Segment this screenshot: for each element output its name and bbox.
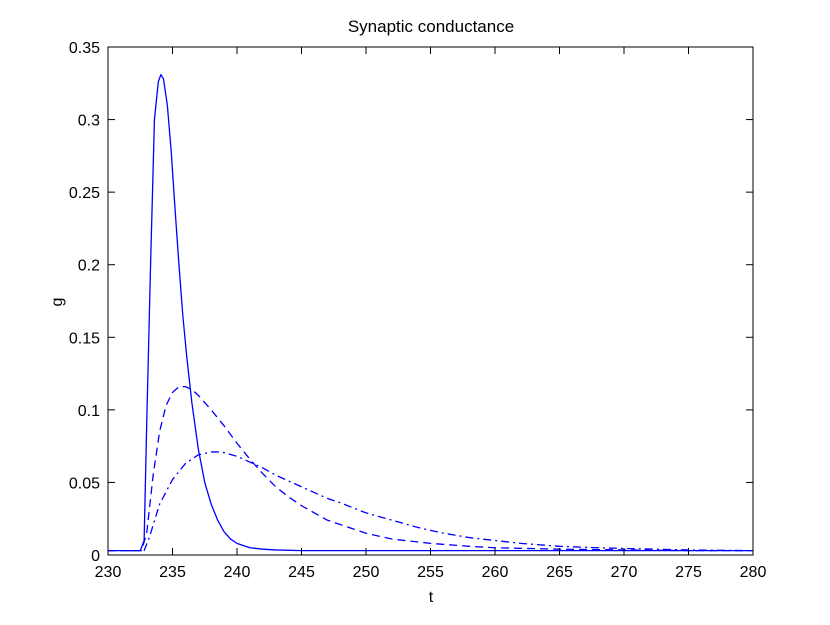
plot-frame (107, 46, 754, 556)
y-tick-label: 0.2 (78, 258, 100, 275)
x-tick-label: 270 (611, 564, 638, 581)
x-tick-label: 255 (417, 564, 444, 581)
y-tick-label: 0.1 (78, 403, 100, 420)
chart-title: Synaptic conductance (348, 17, 514, 36)
y-tick-label: 0 (91, 548, 100, 565)
series-line-solid (108, 73, 753, 552)
y-axis-label: g (49, 298, 66, 307)
x-tick-label: 245 (288, 564, 315, 581)
x-tick-label: 280 (740, 564, 767, 581)
x-tick-label: 235 (159, 564, 186, 581)
x-tick-label: 265 (546, 564, 573, 581)
x-tick-label: 260 (482, 564, 509, 581)
y-tick-label: 0.35 (69, 40, 100, 57)
plot-lines (108, 73, 754, 552)
y-tick-label: 0.05 (69, 475, 100, 492)
series-line-dashdot (108, 451, 754, 552)
axes-ticks: 230 235 240 245 250 255 260 265 270 275 280 0 0.05 0.… (69, 40, 767, 581)
x-tick-label: 275 (675, 564, 702, 581)
y-tick-label: 0.15 (69, 330, 100, 347)
x-tick-label: 250 (353, 564, 380, 581)
y-tick-label: 0.25 (69, 185, 100, 202)
x-tick-label: 240 (224, 564, 251, 581)
x-axis-label: t (429, 589, 434, 606)
series-line-dashed (108, 385, 753, 552)
x-tick-label: 230 (95, 564, 122, 581)
y-tick-label: 0.3 (78, 113, 100, 130)
